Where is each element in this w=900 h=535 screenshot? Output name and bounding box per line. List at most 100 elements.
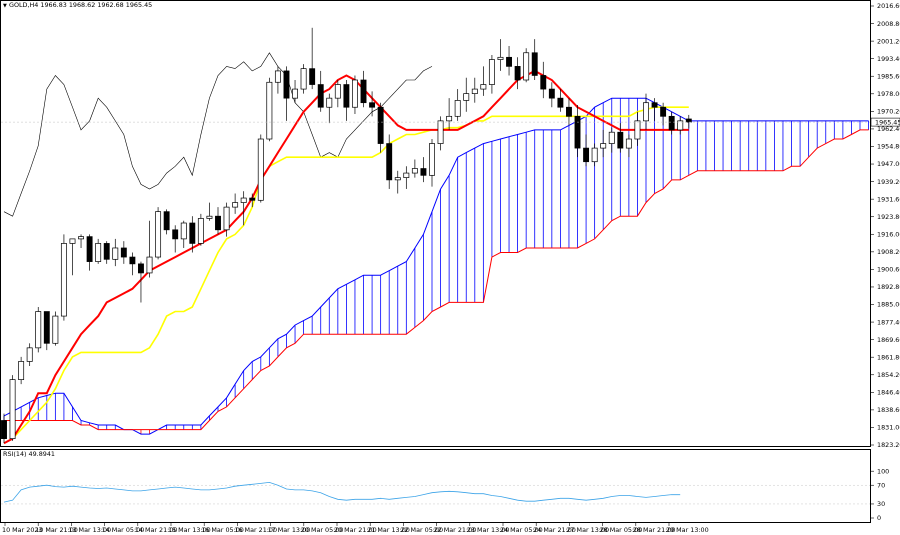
- candle-body: [488, 59, 495, 85]
- candle-body: [78, 236, 84, 240]
- candle-body: [112, 247, 119, 260]
- candle-body: [600, 143, 607, 149]
- time-tick-label: 10 Mar 2023: [2, 526, 43, 534]
- time-tick-label: 22 Mar 05:00: [400, 526, 443, 534]
- current-price-tag: 1965.45: [870, 117, 900, 127]
- candle-body: [1, 420, 7, 439]
- candle-body: [283, 70, 290, 99]
- symbol-header: GOLD,H4 1966.83 1968.62 1962.68 1965.45: [9, 1, 152, 9]
- candle-body: [446, 115, 453, 122]
- symbol-header-arrow: ▼: [3, 3, 7, 9]
- price-tick-label: 1962.40: [877, 125, 900, 133]
- candle-body: [266, 81, 273, 140]
- price-tick-label: 1908.20: [877, 248, 900, 256]
- price-tick-label: 1947.00: [877, 160, 900, 168]
- candle-body: [206, 215, 213, 219]
- candle-body: [643, 102, 649, 122]
- candle-body: [163, 211, 170, 231]
- candle-body: [360, 79, 367, 104]
- price-tick-label: 1892.80: [877, 283, 900, 291]
- candle-body: [343, 84, 350, 108]
- candle-body: [583, 147, 590, 163]
- candle-body: [60, 243, 67, 317]
- price-tick-label: 1931.60: [877, 195, 900, 203]
- candle-body: [660, 106, 667, 117]
- time-tick-label: 23 Mar 13:00: [467, 526, 510, 534]
- time-tick-label: 13 Mar 13:00: [68, 526, 111, 534]
- candle-body: [411, 168, 418, 174]
- price-tick-label: 1854.20: [877, 371, 900, 379]
- rsi-tick-label: 100: [877, 467, 889, 475]
- rsi-tick-label: 30: [877, 500, 885, 508]
- price-tick-label: 1831.00: [877, 424, 900, 432]
- candle-body: [69, 238, 76, 244]
- candle-body: [506, 56, 512, 67]
- time-tick-label: 27 Mar 13:00: [566, 526, 609, 534]
- candle-body: [369, 102, 376, 108]
- candle-body: [9, 379, 16, 439]
- candle-body: [454, 100, 461, 117]
- candle-body: [497, 56, 504, 60]
- rsi-header: RSI(14) 49.8941: [3, 450, 55, 458]
- rsi-axis: 100 70 30 0: [870, 467, 889, 522]
- price-tick-label: 2016.60: [877, 2, 900, 10]
- price-tick-label: 1885.00: [877, 301, 900, 309]
- candle-body: [95, 243, 102, 262]
- candle-body: [300, 68, 307, 90]
- candle-body: [103, 243, 110, 260]
- candle-body: [377, 106, 384, 144]
- rsi-tick-label: 0: [877, 514, 881, 522]
- candle-body: [540, 75, 547, 90]
- candle-body: [617, 131, 624, 149]
- candle-body: [215, 215, 221, 231]
- price-tick-label: 2001.20: [877, 37, 900, 45]
- candle-body: [677, 120, 684, 131]
- candle-body: [514, 66, 521, 81]
- candle-body: [26, 347, 33, 362]
- price-tick-label: 1970.20: [877, 108, 900, 116]
- price-tick-label: 1877.40: [877, 318, 900, 326]
- candle-body: [326, 97, 333, 108]
- candle-body: [232, 202, 239, 208]
- price-tick-label: 1954.80: [877, 143, 900, 151]
- price-tick-label: 1838.60: [877, 406, 900, 414]
- candle-body: [523, 52, 530, 81]
- candle-body: [138, 263, 144, 274]
- price-tick-label: 1846.40: [877, 389, 900, 397]
- time-tick-label: 17 Mar 13:00: [268, 526, 311, 534]
- ichimoku-cloud: [3, 97, 869, 435]
- candle-body: [317, 84, 324, 108]
- price-tick-label: 1869.60: [877, 336, 900, 344]
- candle-body: [394, 177, 401, 181]
- time-tick-label: 28 Mar 05:00: [600, 526, 643, 534]
- candle-body: [35, 311, 42, 349]
- candle-body: [120, 247, 127, 258]
- rsi-panel-frame: [0, 449, 871, 523]
- time-tick-label: 28 Mar 21:00: [633, 526, 676, 534]
- time-tick-label: 15 Mar 13:00: [168, 526, 211, 534]
- price-tick-label: 1900.60: [877, 266, 900, 274]
- time-tick-label: 16 Mar 05:00: [201, 526, 244, 534]
- candle-body: [146, 256, 153, 274]
- candle-body: [463, 93, 470, 101]
- candle-body: [274, 70, 281, 83]
- candle-body: [429, 143, 435, 176]
- candle-body: [651, 102, 658, 108]
- candle-body: [480, 84, 487, 90]
- candle-body: [257, 138, 264, 201]
- candle-body: [334, 84, 341, 99]
- candle-body: [172, 229, 179, 240]
- time-tick-label: 29 Mar 13:00: [666, 526, 709, 534]
- time-tick-label: 24 Mar 21:00: [533, 526, 576, 534]
- candle-body: [43, 311, 50, 344]
- rsi-line: [3, 481, 681, 503]
- price-tick-label: 1993.40: [877, 55, 900, 63]
- candle-body: [223, 206, 230, 231]
- price-tick-label: 1985.60: [877, 72, 900, 80]
- time-tick-label: 21 Mar 13:00: [367, 526, 410, 534]
- candle-body: [197, 218, 204, 244]
- time-tick-label: 14 Mar 21:00: [135, 526, 178, 534]
- rsi-tick-label: 70: [877, 481, 885, 489]
- price-tick-label: 2008.80: [877, 20, 900, 28]
